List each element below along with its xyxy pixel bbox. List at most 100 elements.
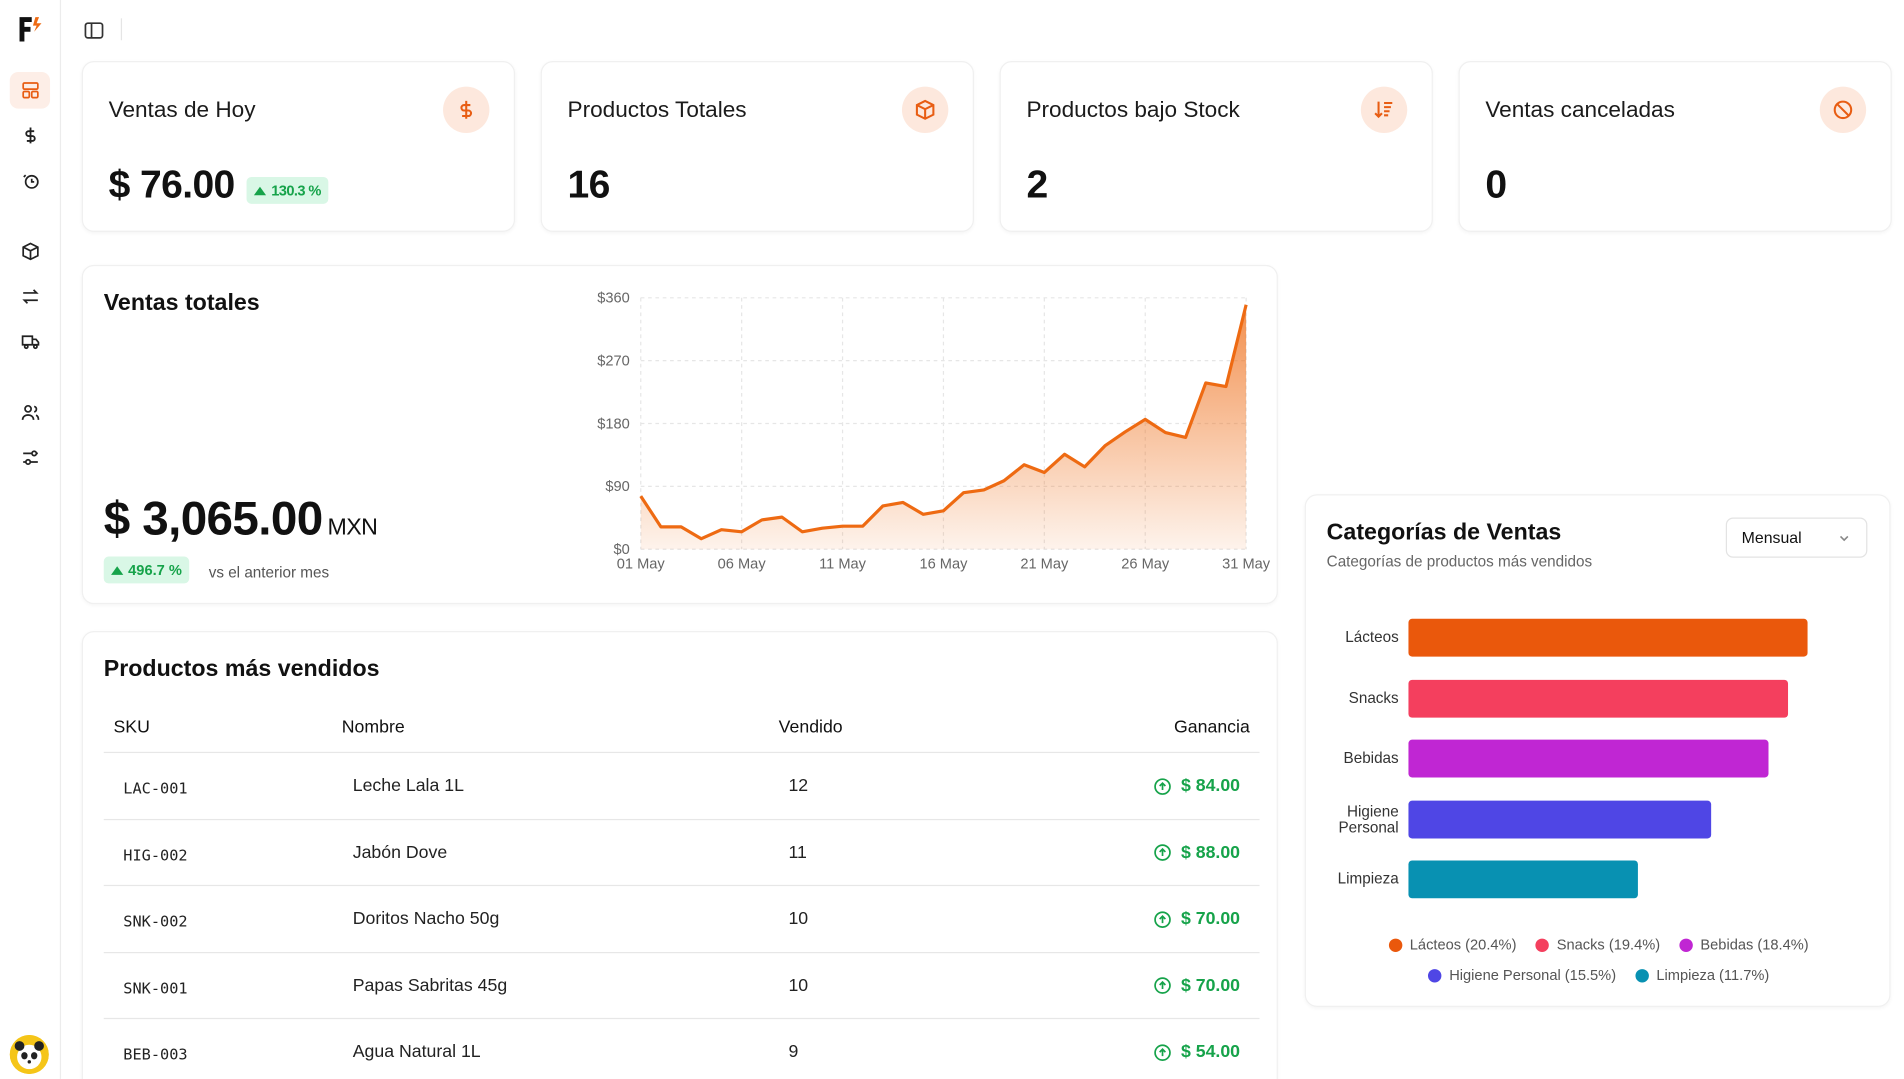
legend-dot	[1428, 968, 1442, 982]
sidebar-item-sales[interactable]	[10, 117, 50, 154]
legend-item[interactable]: Snacks (19.4%)	[1535, 936, 1660, 953]
cell-gain: $ 70.00	[1153, 976, 1240, 995]
stat-title: Productos Totales	[567, 96, 747, 123]
sliders-icon	[22, 450, 38, 466]
cell-sold: 10	[788, 975, 809, 996]
period-select-value: Mensual	[1741, 528, 1802, 547]
cell-sold: 10	[788, 909, 809, 929]
cell-sku: BEB-003	[123, 1044, 188, 1064]
x-tick-label: 11 May	[819, 557, 867, 573]
cell-sku: HIG-002	[123, 845, 188, 864]
legend-label: Limpieza (11.7%)	[1656, 966, 1770, 984]
stat-value: 16	[567, 162, 611, 207]
stat-value: $ 76.00	[108, 162, 236, 207]
legend-dot	[1389, 937, 1403, 952]
stat-title: Productos bajo Stock	[1026, 96, 1240, 123]
truck-icon	[21, 335, 39, 350]
topbar-divider	[120, 18, 123, 41]
legend-item[interactable]: Bebidas (18.4%)	[1679, 936, 1809, 954]
legend-row: Lácteos (20.4%) Snacks (19.4%) Bebidas (18…	[1306, 936, 1892, 953]
total-sales-value: $ 3,065.00	[103, 493, 324, 546]
sidebar	[0, 0, 62, 1079]
sidebar-item-transfers[interactable]	[10, 278, 50, 315]
table-row[interactable]: BEB-003 Agua Natural 1L 9 $ 54.00	[103, 1017, 1260, 1079]
period-select[interactable]: Mensual	[1725, 517, 1868, 558]
sidebar-item-history[interactable]	[10, 162, 50, 199]
legend-item[interactable]: Higiene Personal (15.5%)	[1428, 967, 1616, 984]
bar-label-line: Higiene	[1346, 802, 1399, 820]
chevron-down-icon	[1839, 535, 1849, 541]
legend-dot	[1679, 937, 1694, 952]
table-row[interactable]: HIG-002 Jabón Dove 11 $ 88.00	[103, 818, 1260, 884]
layout-icon	[21, 82, 39, 99]
x-tick-label: 21 May	[1020, 557, 1069, 573]
y-tick-label: $0	[613, 542, 629, 558]
cell-sold: 9	[788, 1042, 799, 1062]
stat-card-total-products: Productos Totales 16	[540, 61, 974, 232]
sidebar-item-settings[interactable]	[10, 439, 50, 476]
gain-value: $ 54.00	[1180, 1042, 1241, 1062]
cell-gain: $ 84.00	[1153, 776, 1240, 796]
bar-4[interactable]	[1408, 860, 1638, 899]
sales-area	[640, 304, 1247, 550]
arrow-up-circle-icon	[1153, 977, 1171, 994]
app-logo[interactable]	[16, 15, 45, 44]
arrow-up-circle-icon	[1153, 844, 1171, 861]
legend-label: Higiene Personal (15.5%)	[1449, 966, 1617, 984]
table-row[interactable]: SNK-001 Papas Sabritas 45g 10 $ 70.00	[103, 951, 1260, 1017]
gain-value: $ 84.00	[1180, 776, 1241, 796]
bar-label: Snacks	[1313, 688, 1399, 707]
table-row[interactable]: SNK-002 Doritos Nacho 50g 10 $ 70.00	[103, 884, 1260, 951]
cell-name: Agua Natural 1L	[352, 1042, 481, 1062]
x-tick-label: 31 May	[1222, 557, 1271, 573]
bar-label: Limpieza	[1313, 871, 1399, 887]
legend-label: Bebidas (18.4%)	[1700, 936, 1809, 954]
cell-gain: $ 54.00	[1153, 1042, 1240, 1062]
legend-row: Higiene Personal (15.5%) Limpieza (11.7%)	[1306, 967, 1892, 984]
trend-up-icon	[111, 565, 124, 575]
stat-value: 0	[1485, 162, 1507, 207]
x-tick-label: 16 May	[919, 557, 968, 573]
cell-sku: SNK-001	[123, 978, 188, 997]
gain-value: $ 88.00	[1180, 842, 1241, 863]
sidebar-item-users[interactable]	[10, 394, 50, 431]
bar-2[interactable]	[1408, 739, 1769, 778]
bar-3[interactable]	[1408, 800, 1712, 838]
total-sales-card: Ventas totales $ 3,065.00 MXN 496.7 % vs …	[81, 264, 1278, 605]
cell-name: Jabón Dove	[352, 842, 448, 863]
cell-sold: 11	[788, 842, 807, 863]
ban-icon	[1819, 86, 1867, 134]
cell-name: Leche Lala 1L	[352, 776, 464, 796]
categories-subtitle: Categorías de productos más vendidos	[1326, 552, 1593, 570]
column-header-sku: SKU	[113, 717, 150, 738]
bar-label-line: Snacks	[1348, 688, 1399, 707]
table-row[interactable]: LAC-001 Leche Lala 1L 12 $ 84.00	[103, 751, 1260, 818]
x-tick-label: 01 May	[617, 557, 666, 573]
bar-1[interactable]	[1408, 679, 1788, 718]
trend-up-icon	[254, 186, 267, 195]
total-sales-title: Ventas totales	[103, 290, 260, 317]
column-header-name: Nombre	[341, 717, 405, 738]
sidebar-item-shipping[interactable]	[10, 323, 50, 360]
stat-card-cancelled: Ventas canceladas 0	[1458, 61, 1892, 232]
user-avatar[interactable]	[9, 1034, 49, 1075]
bar-label-line: Bebidas	[1343, 749, 1399, 767]
sidebar-item-dashboard[interactable]	[9, 72, 51, 109]
column-header-sold: Vendido	[778, 717, 843, 738]
stat-card-low-stock: Productos bajo Stock 2	[999, 61, 1433, 232]
sidebar-toggle-icon[interactable]	[83, 20, 105, 42]
y-tick-label: $90	[605, 479, 629, 495]
growth-badge-value: 130.3 %	[271, 181, 321, 199]
bar-label: Bebidas	[1313, 749, 1399, 767]
legend-item[interactable]: Lácteos (20.4%)	[1389, 936, 1516, 953]
growth-badge-value: 496.7 %	[128, 561, 182, 579]
sidebar-item-products[interactable]	[10, 233, 50, 270]
total-sales-value-wrap: $ 3,065.00 MXN	[103, 493, 378, 547]
bar-0[interactable]	[1408, 618, 1808, 657]
bar-label-line: Lácteos	[1345, 628, 1399, 646]
y-tick-label: $360	[597, 291, 630, 307]
cell-sku: LAC-001	[123, 778, 188, 797]
cell-name: Doritos Nacho 50g	[352, 909, 500, 929]
top-products-title: Productos más vendidos	[103, 656, 380, 683]
legend-item[interactable]: Limpieza (11.7%)	[1635, 966, 1770, 984]
